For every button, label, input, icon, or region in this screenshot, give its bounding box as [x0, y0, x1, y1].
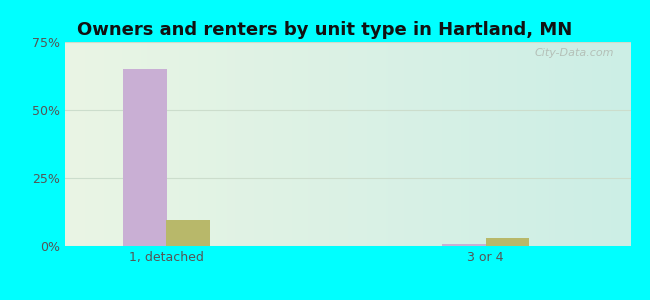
Text: Owners and renters by unit type in Hartland, MN: Owners and renters by unit type in Hartl…	[77, 21, 573, 39]
Bar	[166, 220, 210, 246]
Bar	[442, 244, 486, 246]
Bar	[123, 69, 166, 246]
Text: City-Data.com: City-Data.com	[534, 48, 614, 58]
Bar	[486, 238, 529, 246]
Legend: Owner occupied units, Renter occupied units: Owner occupied units, Renter occupied un…	[165, 297, 530, 300]
